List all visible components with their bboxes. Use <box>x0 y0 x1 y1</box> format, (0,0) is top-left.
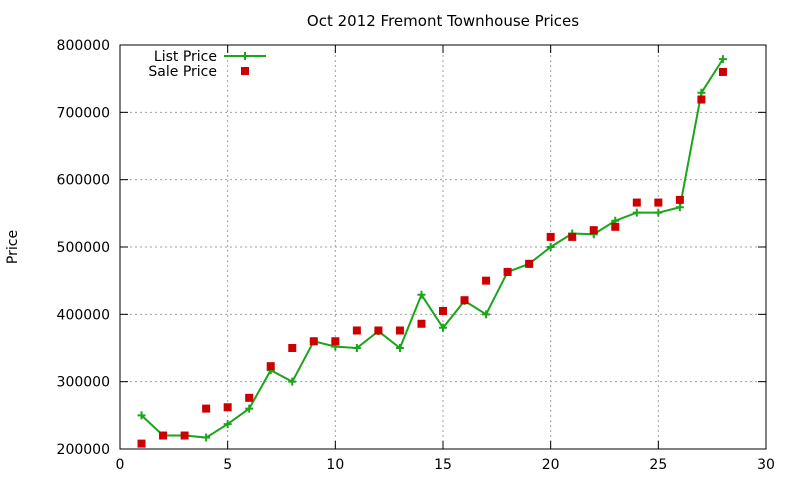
y-tick-label: 700000 <box>57 105 110 121</box>
list-price-point <box>202 433 211 442</box>
axis-ticks: 0 5 10 15 20 25 30 200000 300000 400000 500000 6000… <box>57 38 775 473</box>
list-price-point <box>288 377 297 386</box>
sale-price-point <box>611 222 620 231</box>
series-layer <box>137 55 727 448</box>
list-price-point <box>395 344 404 352</box>
sale-price-point <box>180 431 189 440</box>
sale-price-point <box>395 326 404 335</box>
y-tick-label: 800000 <box>57 38 110 54</box>
sale-price-point <box>331 337 340 346</box>
y-tick-label: 600000 <box>57 173 110 189</box>
x-tick-label: 0 <box>116 457 125 473</box>
list-price-point <box>482 310 491 319</box>
legend-marker-list-price <box>241 52 249 60</box>
x-tick-label: 15 <box>434 457 452 473</box>
y-tick-label: 500000 <box>57 240 110 256</box>
sale-price-point <box>159 431 168 440</box>
chart-title: Oct 2012 Fremont Townhouse Prices <box>307 12 579 30</box>
legend-label-sale-price: Sale Price <box>148 64 217 80</box>
list-price-point <box>245 404 254 413</box>
sale-price-point <box>439 306 447 315</box>
x-tick-label: 20 <box>542 457 560 473</box>
legend-label-list-price: List Price <box>154 49 217 65</box>
sale-price-point <box>718 67 727 76</box>
list-price-point <box>632 208 641 217</box>
sale-price-point <box>374 326 383 335</box>
list-price-line <box>140 58 724 439</box>
x-tick-label: 5 <box>223 457 232 473</box>
sale-price-point <box>546 232 555 241</box>
sale-price-point <box>654 198 663 207</box>
sale-price-point <box>266 362 275 371</box>
sale-price-point <box>288 344 297 352</box>
sale-price-point <box>137 439 146 448</box>
y-tick-label: 300000 <box>57 375 110 391</box>
list-price-point <box>718 55 727 64</box>
x-tick-label: 25 <box>649 457 667 473</box>
y-tick-label: 400000 <box>57 307 110 323</box>
sale-price-point <box>697 95 706 104</box>
legend-marker-sale-price <box>241 67 249 75</box>
sale-price-point <box>309 337 318 346</box>
sale-price-point <box>223 403 232 412</box>
x-tick-label: 10 <box>326 457 344 473</box>
list-price-point <box>137 411 146 420</box>
list-price-point <box>417 290 426 299</box>
sale-price-point <box>525 259 534 268</box>
sale-price-point <box>352 326 361 335</box>
list-price-point <box>352 344 361 352</box>
sale-price-point <box>417 319 426 328</box>
sale-price-point <box>568 232 577 241</box>
list-price-point <box>223 420 232 429</box>
list-price-point <box>546 243 555 251</box>
sale-price-point <box>632 198 641 207</box>
sale-price-point <box>589 226 598 235</box>
y-tick-label: 200000 <box>57 442 110 458</box>
gridlines <box>120 45 766 449</box>
list-price-point <box>439 323 447 332</box>
sale-price-point <box>202 404 211 413</box>
sale-price-point <box>503 267 512 276</box>
x-tick-label: 30 <box>757 457 775 473</box>
sale-price-point <box>675 195 684 204</box>
list-price-point <box>654 208 663 217</box>
y-axis-label: Price <box>5 230 21 264</box>
sale-price-point <box>482 276 491 285</box>
list-price-point <box>675 203 684 212</box>
sale-price-point <box>460 296 469 305</box>
sale-price-point <box>245 393 254 402</box>
list-price-point <box>697 88 706 97</box>
